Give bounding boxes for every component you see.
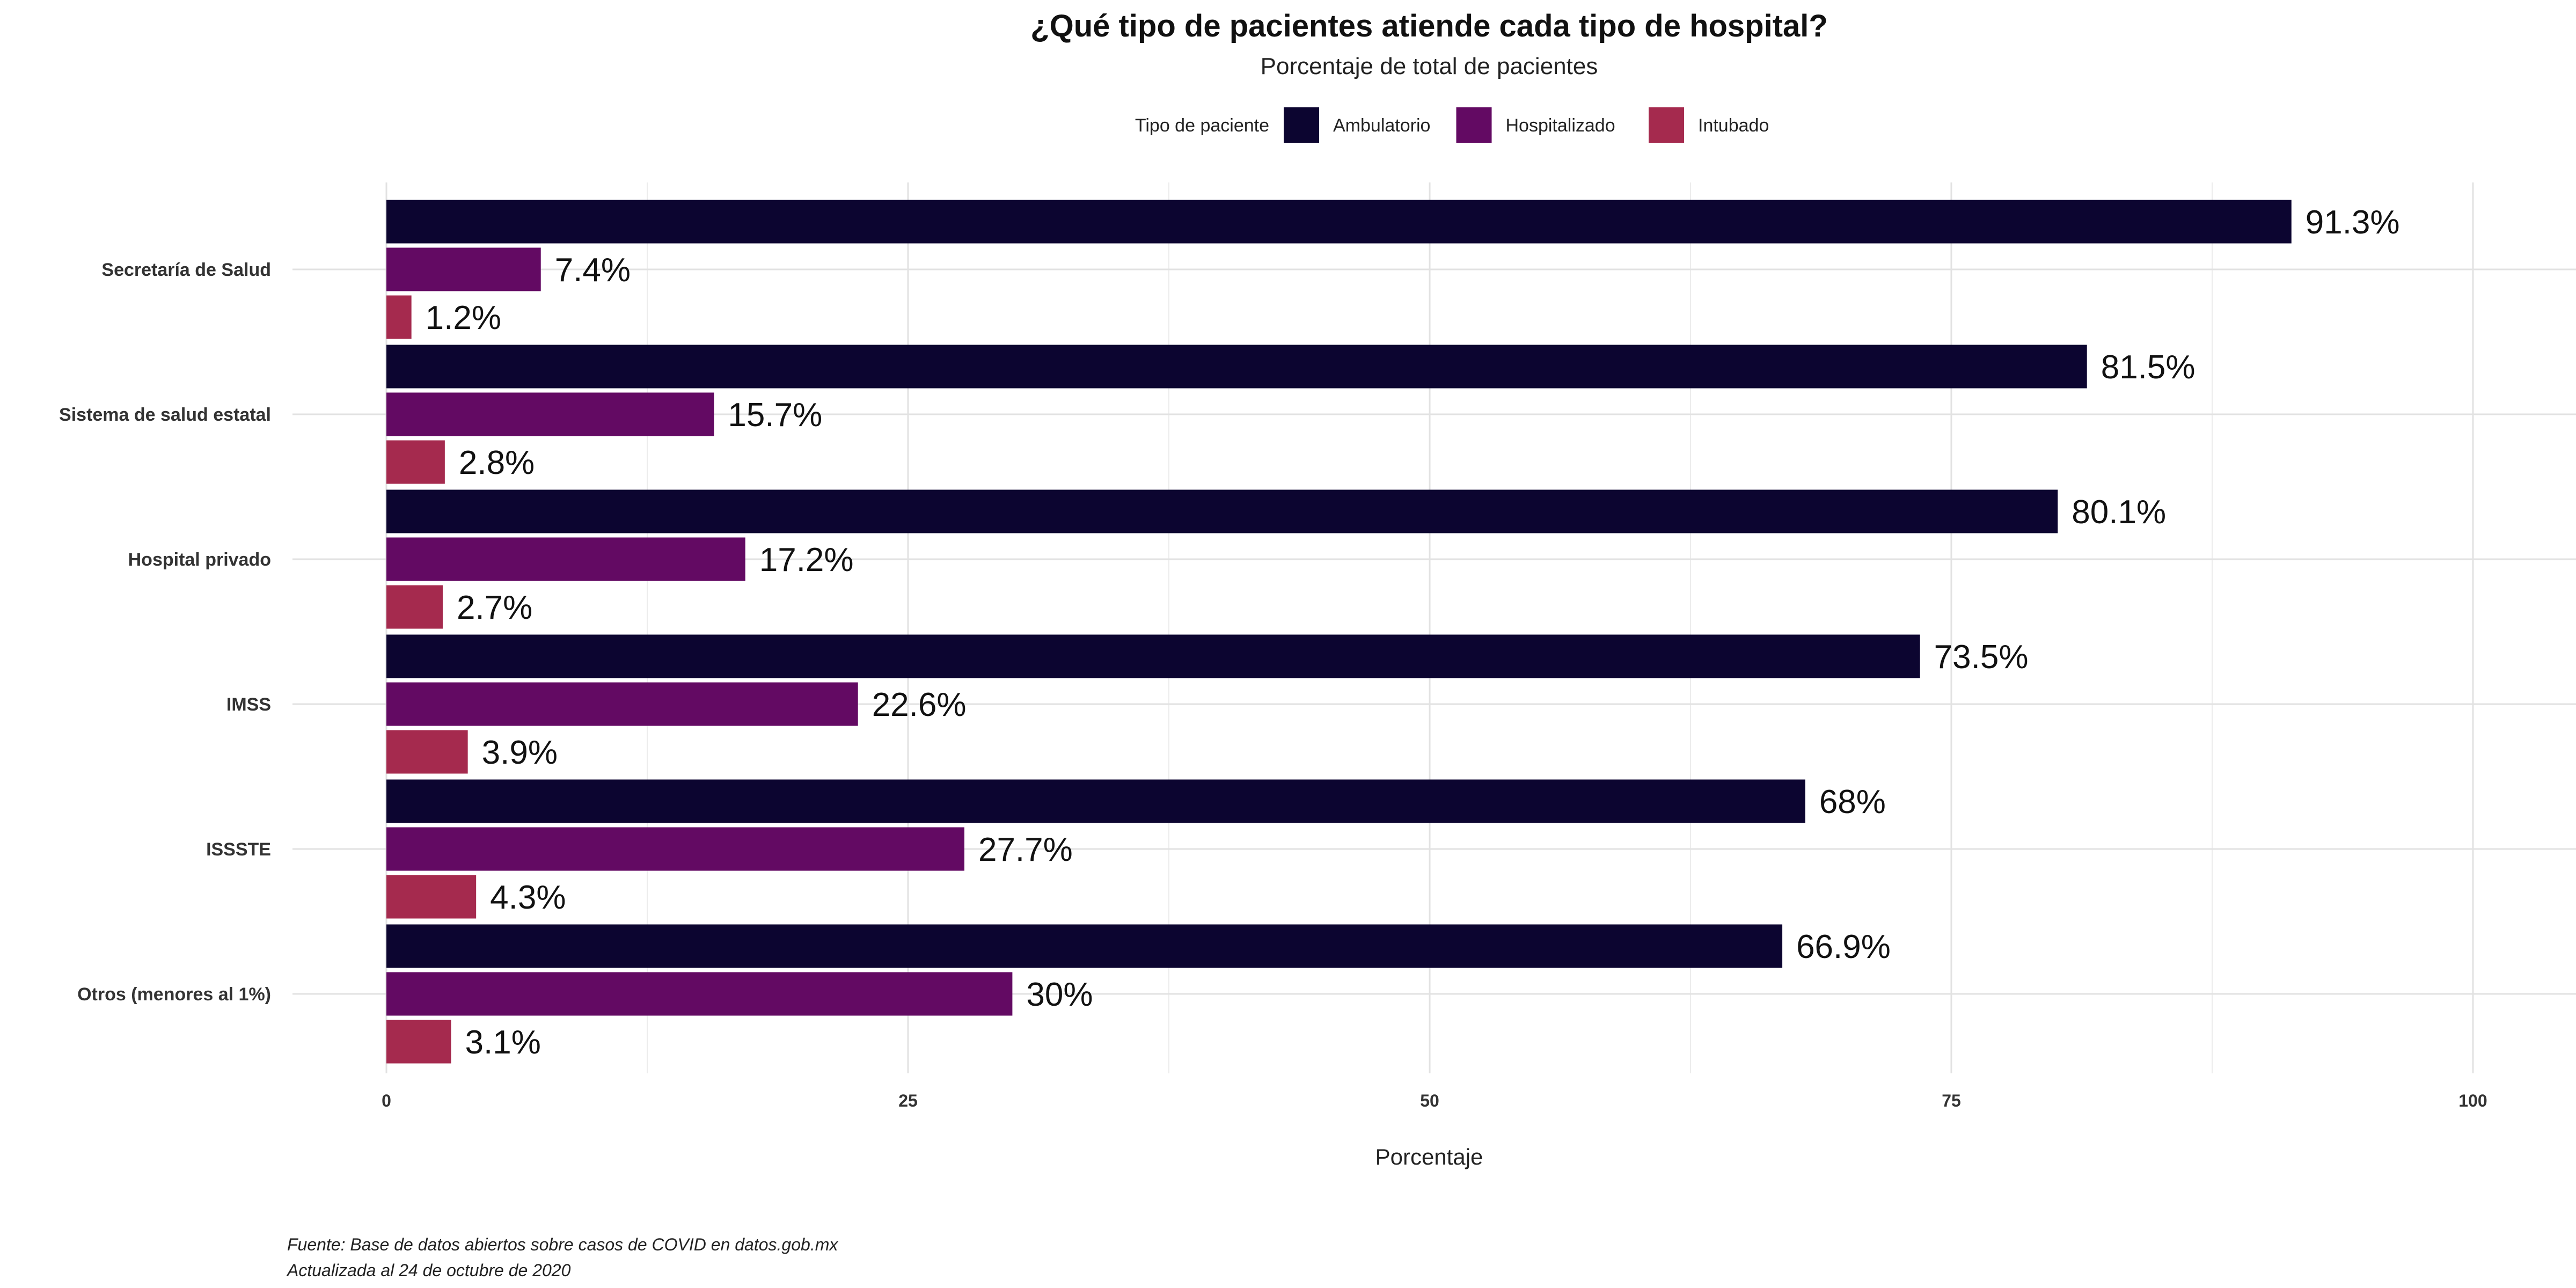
category-label: Hospital privado <box>128 550 271 570</box>
legend-swatch-intubado <box>1649 107 1684 143</box>
legend-label: Intubado <box>1698 115 1769 136</box>
bar-intubado-4 <box>386 730 468 774</box>
category-label: ISSSTE <box>206 839 271 860</box>
x-tick-label: 0 <box>382 1091 391 1110</box>
bar-ambulatorio-4 <box>386 634 1920 678</box>
value-label: 2.8% <box>459 444 535 481</box>
bars <box>386 200 2292 1064</box>
bar-hospitalizado-3 <box>386 537 745 581</box>
category-label: IMSS <box>226 694 271 715</box>
value-label: 2.7% <box>457 589 532 626</box>
bar-ambulatorio-6 <box>386 924 1783 968</box>
bar-ambulatorio-1 <box>386 200 2292 244</box>
bar-ambulatorio-5 <box>386 779 1805 823</box>
value-label: 17.2% <box>759 541 854 579</box>
x-axis-ticks: 0 25 50 75 100 <box>382 1091 2487 1110</box>
bar-hospitalizado-4 <box>386 682 858 726</box>
category-label: Otros (menores al 1%) <box>77 984 271 1005</box>
bar-intubado-1 <box>386 295 412 339</box>
bar-hospitalizado-5 <box>386 827 964 871</box>
caption-line-2: Actualizada al 24 de octubre de 2020 <box>286 1261 571 1280</box>
bar-hospitalizado-6 <box>386 972 1013 1016</box>
value-label: 1.2% <box>426 299 501 336</box>
category-label: Secretaría de Salud <box>101 260 271 280</box>
bar-intubado-6 <box>386 1020 451 1064</box>
legend-title: Tipo de paciente <box>1135 115 1269 136</box>
chart-subtitle: Porcentaje de total de pacientes <box>1261 53 1598 79</box>
legend-swatch-hospitalizado <box>1456 107 1492 143</box>
legend: Tipo de paciente Ambulatorio Hospitalizad… <box>1135 107 1769 143</box>
bar-ambulatorio-2 <box>386 345 2087 389</box>
x-tick-label: 100 <box>2458 1091 2487 1110</box>
bar-ambulatorio-3 <box>386 489 2058 533</box>
value-label: 91.3% <box>2306 204 2400 241</box>
value-label: 30% <box>1026 976 1093 1013</box>
bar-intubado-3 <box>386 585 443 629</box>
bar-intubado-2 <box>386 440 445 484</box>
bar-hospitalizado-1 <box>386 247 541 291</box>
value-label: 3.9% <box>482 734 558 771</box>
category-label: Sistema de salud estatal <box>59 405 271 425</box>
x-tick-label: 25 <box>898 1091 918 1110</box>
value-label: 80.1% <box>2072 494 2166 531</box>
caption-line-1: Fuente: Base de datos abiertos sobre cas… <box>287 1235 838 1254</box>
chart-title: ¿Qué tipo de pacientes atiende cada tipo… <box>1030 9 1828 43</box>
value-label: 27.7% <box>978 831 1073 868</box>
legend-label: Hospitalizado <box>1506 115 1615 136</box>
x-tick-label: 50 <box>1420 1091 1439 1110</box>
value-label: 73.5% <box>1934 639 2029 676</box>
value-labels: 91.3% 7.4% 1.2% 81.5% 15.7% 2.8% 80.1% 17.2% 2.7… <box>426 204 2400 1061</box>
value-label: 66.9% <box>1796 928 1891 965</box>
value-label: 22.6% <box>872 686 967 723</box>
value-label: 4.3% <box>490 879 566 916</box>
legend-swatch-ambulatorio <box>1284 107 1319 143</box>
value-label: 7.4% <box>555 252 631 289</box>
x-tick-label: 75 <box>1942 1091 1961 1110</box>
value-label: 15.7% <box>728 397 822 434</box>
value-label: 3.1% <box>465 1024 541 1061</box>
bar-intubado-5 <box>386 875 477 919</box>
bar-hospitalizado-2 <box>386 392 714 436</box>
category-labels: Secretaría de Salud Sistema de salud esta… <box>59 260 271 1005</box>
value-label: 68% <box>1819 784 1886 821</box>
x-axis-title: Porcentaje <box>1375 1144 1483 1169</box>
legend-label: Ambulatorio <box>1333 115 1430 136</box>
value-label: 81.5% <box>2101 349 2196 386</box>
